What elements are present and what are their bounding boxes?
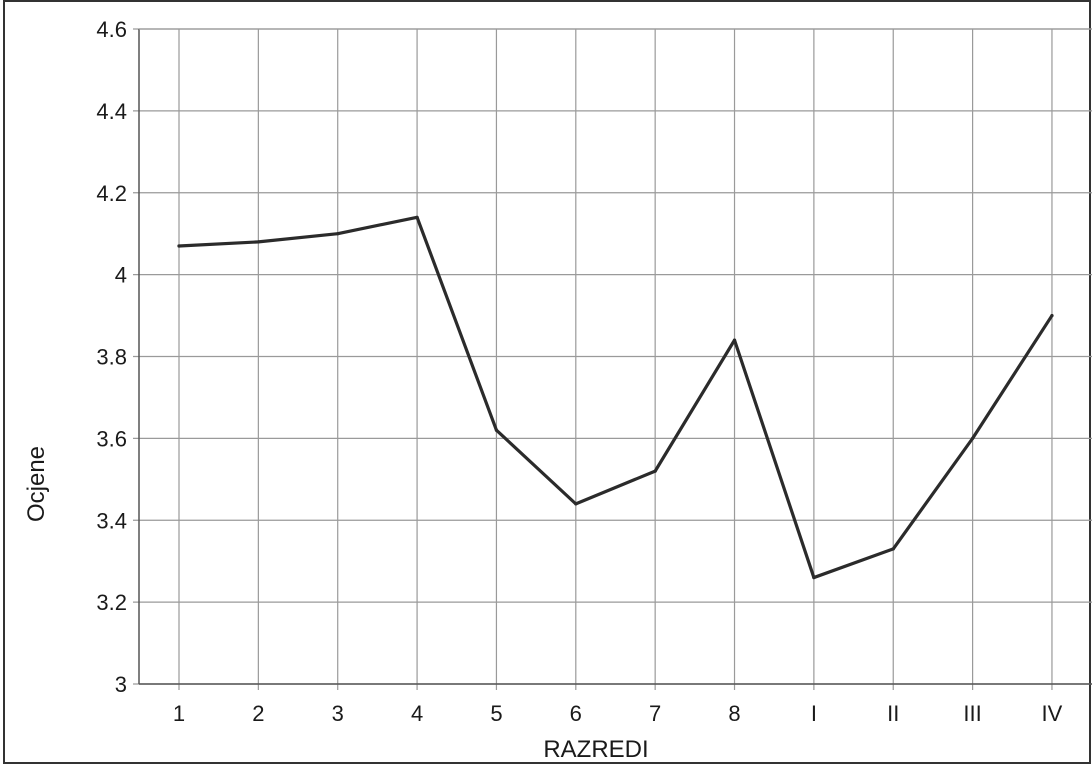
data-point <box>971 436 975 440</box>
x-axis-title: RAZREDI <box>543 736 648 763</box>
y-tick-label: 3.6 <box>96 426 127 451</box>
data-point <box>1050 313 1054 318</box>
data-point <box>653 469 657 473</box>
x-tick-label: 2 <box>252 701 264 726</box>
y-tick-label: 4.2 <box>96 181 127 206</box>
y-axis-title: Ocjene <box>23 446 50 522</box>
y-tick-label: 4 <box>115 263 127 288</box>
grid <box>133 28 1092 690</box>
data-point <box>891 547 895 551</box>
data-point <box>177 244 181 248</box>
x-tick-label: III <box>963 701 981 726</box>
x-tick-label: 3 <box>332 701 344 726</box>
x-tick-label: 1 <box>173 701 185 726</box>
y-tick-label: 3.4 <box>96 508 127 533</box>
y-tick-label: 3.2 <box>96 590 127 615</box>
series-layer <box>177 215 1054 580</box>
x-tick-label: 7 <box>649 701 661 726</box>
y-tick-label: 4.4 <box>96 99 127 124</box>
x-tick-label: 8 <box>728 701 740 726</box>
x-tick-label: 5 <box>490 701 502 726</box>
data-point <box>812 575 816 580</box>
x-tick-label: II <box>887 701 899 726</box>
data-point <box>415 215 419 219</box>
y-tick-label: 4.6 <box>96 17 127 42</box>
y-tick-label: 3.8 <box>96 345 127 370</box>
y-axis-ticks: 3 3.2 3.4 3.6 3.8 4 4.2 4.4 4.6 <box>96 17 127 697</box>
x-tick-label: 6 <box>570 701 582 726</box>
data-point <box>256 240 260 244</box>
x-tick-label: 4 <box>411 701 423 726</box>
data-point <box>336 232 340 236</box>
series-line <box>177 215 1054 580</box>
data-point <box>494 428 499 432</box>
data-point <box>574 502 578 506</box>
data-point <box>732 338 737 342</box>
x-tick-label: IV <box>1042 701 1063 726</box>
figure-frame <box>3 0 1091 764</box>
x-axis-ticks: 1 2 3 4 5 6 7 8 I II III IV <box>173 701 1063 726</box>
x-tick-label: I <box>811 701 817 726</box>
y-tick-label: 3 <box>115 672 127 697</box>
